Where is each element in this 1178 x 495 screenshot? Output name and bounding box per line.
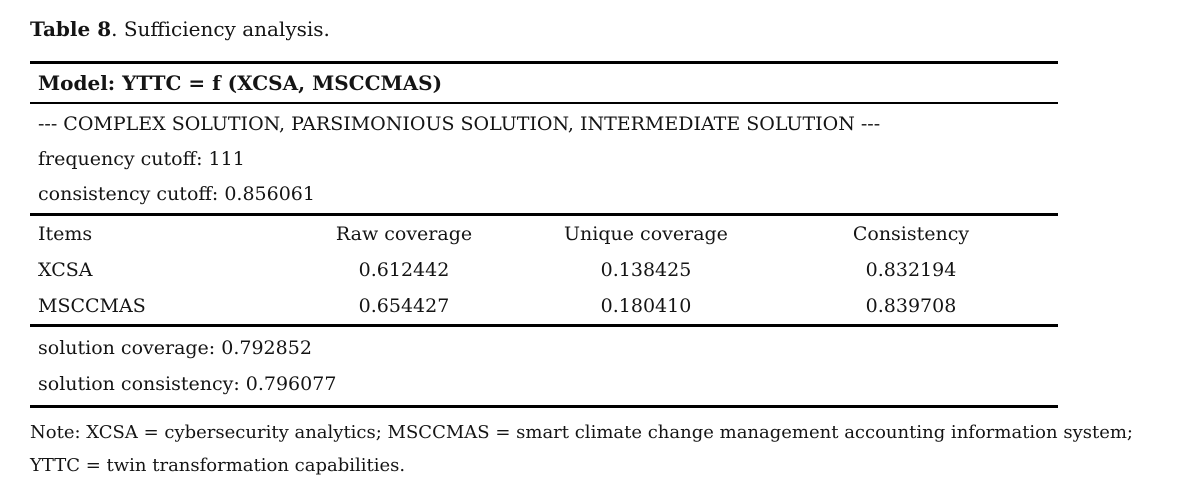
row-xcsa-unique-coverage: 0.138425 [600,259,692,281]
model-header-row: Model: YTTC = f (XCSA, MSCCMAS) [30,64,1058,102]
row-msccmas-unique-coverage: 0.180410 [600,295,692,317]
data-grid: Items Raw coverage Unique coverage Consi… [30,216,1058,324]
row-msccmas-consistency: 0.839708 [865,295,957,317]
column-header-unique-coverage: Unique coverage [564,223,728,245]
cutoff-section: --- COMPLEX SOLUTION, PARSIMONIOUS SOLUT… [30,104,1058,213]
horizontal-rule-bottom [30,405,1058,408]
row-msccmas-item: MSCCMAS [38,295,146,317]
table-note-line-1: Note: XCSA = cybersecurity analytics; MS… [30,422,1133,443]
consistency-cutoff-line: consistency cutoff: 0.856061 [38,182,315,205]
row-xcsa-item: XCSA [38,259,93,281]
row-msccmas-raw-coverage: 0.654427 [358,295,450,317]
table-note-line-2: YTTC = twin transformation capabilities. [30,455,406,476]
solution-coverage-line: solution coverage: 0.792852 [38,337,312,359]
horizontal-rule-below-data [30,324,1058,327]
horizontal-rule-top [30,61,1058,64]
table-caption-label: Table 8 [30,17,112,41]
frequency-cutoff-line: frequency cutoff: 111 [38,147,245,170]
column-header-raw-coverage: Raw coverage [335,223,473,245]
table-caption: Table 8. Sufficiency analysis. [30,15,1178,61]
table-caption-text: . Sufficiency analysis. [111,17,330,41]
column-header-items: Items [38,223,93,245]
horizontal-rule-under-model [30,102,1058,104]
solution-method-line: --- COMPLEX SOLUTION, PARSIMONIOUS SOLUT… [38,112,881,135]
row-xcsa-raw-coverage: 0.612442 [358,259,450,281]
table-note: Note: XCSA = cybersecurity analytics; MS… [30,408,1150,482]
horizontal-rule-above-header [30,213,1058,216]
sufficiency-table: Model: YTTC = f (XCSA, MSCCMAS) --- COMP… [30,61,1058,408]
paper-page: Table 8. Sufficiency analysis. Model: YT… [30,15,1178,482]
summary-section: solution coverage: 0.792852 solution con… [30,327,1058,405]
solution-consistency-line: solution consistency: 0.796077 [38,373,337,395]
row-xcsa-consistency: 0.832194 [865,259,957,281]
model-header-text: Model: YTTC = f (XCSA, MSCCMAS) [38,71,443,95]
column-header-consistency: Consistency [852,223,970,245]
